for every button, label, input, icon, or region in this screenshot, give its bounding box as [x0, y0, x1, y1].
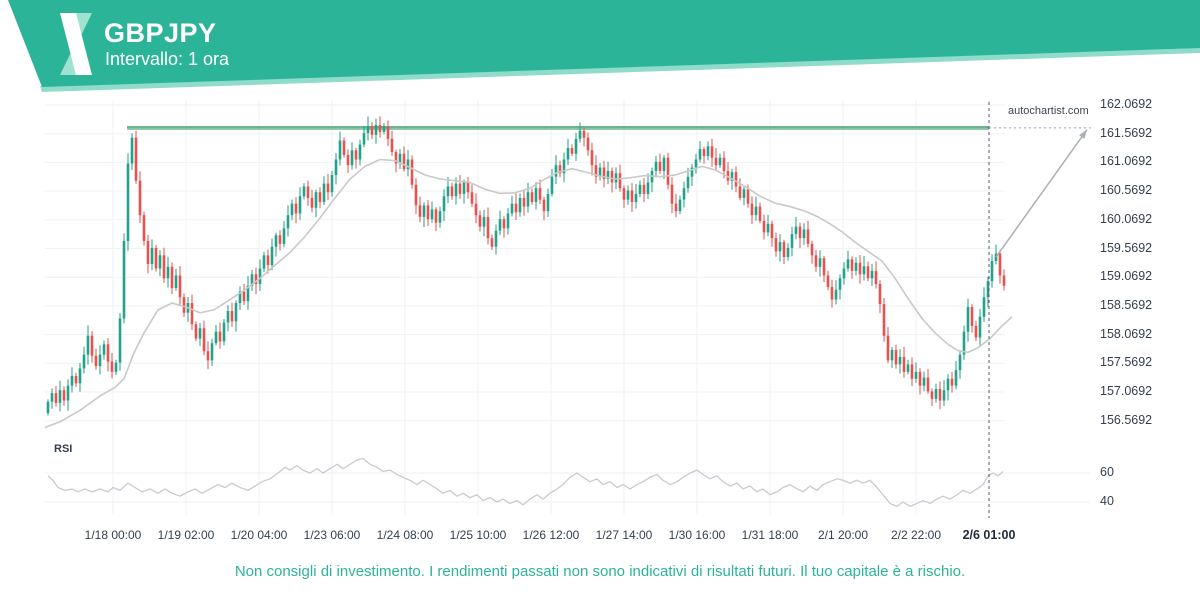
- time-label: 2/2 22:00: [890, 528, 942, 542]
- rsi-value-label: 60: [1100, 465, 1114, 479]
- price-label: 156.5692: [1100, 412, 1153, 427]
- rsi-value-label: 40: [1100, 494, 1114, 508]
- price-label: 162.0692: [1100, 97, 1153, 111]
- price-label: 158.5692: [1100, 297, 1153, 312]
- time-label: 2/6 01:00: [962, 528, 1016, 542]
- time-label: 1/26 12:00: [522, 528, 580, 542]
- price-label: 159.5692: [1100, 240, 1153, 255]
- autochartist-logo-icon: [60, 13, 92, 75]
- time-label: 1/18 00:00: [84, 528, 142, 542]
- time-label: 1/20 04:00: [230, 528, 288, 542]
- price-label: 159.0692: [1100, 269, 1153, 284]
- watermark-text: autochartist.com: [1008, 105, 1089, 117]
- header-banner: [8, 0, 1200, 92]
- price-label: 158.0692: [1100, 326, 1153, 341]
- interval-label: Intervallo: 1 ora: [105, 49, 230, 69]
- time-label: 2/1 20:00: [817, 528, 869, 542]
- time-label: 1/25 10:00: [449, 528, 507, 542]
- time-label: 1/19 02:00: [157, 528, 215, 542]
- rsi-label: RSI: [54, 443, 73, 455]
- price-label: 161.5692: [1100, 125, 1153, 140]
- time-label: 1/30 16:00: [668, 528, 726, 542]
- symbol-title: GBPJPY: [104, 18, 217, 48]
- disclaimer-text: Non consigli di investimento. I rendimen…: [234, 563, 966, 580]
- price-label: 160.0692: [1100, 211, 1153, 226]
- price-label: 157.0692: [1100, 384, 1153, 398]
- time-label: 1/23 06:00: [303, 528, 361, 542]
- banner-shape: [8, 0, 1200, 87]
- price-label: 160.5692: [1100, 183, 1153, 198]
- time-label: 1/24 08:00: [376, 528, 434, 542]
- price-label: 157.5692: [1100, 355, 1153, 370]
- time-label: 1/31 18:00: [741, 528, 799, 542]
- time-label: 1/27 14:00: [595, 528, 653, 542]
- price-label: 161.0692: [1100, 154, 1153, 169]
